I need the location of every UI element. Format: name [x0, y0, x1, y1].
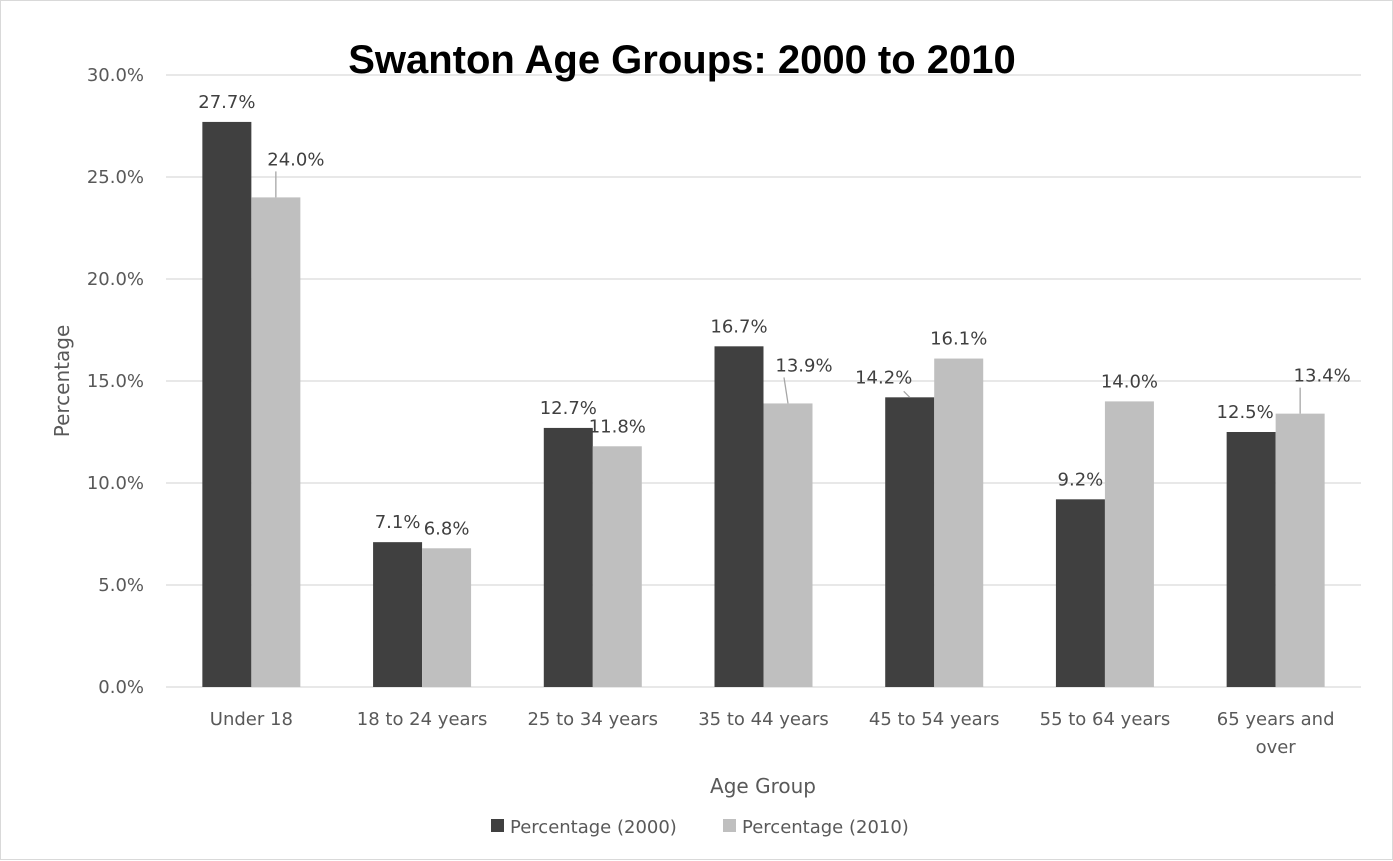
data-label: 24.0% [267, 149, 324, 170]
data-label: 14.2% [855, 367, 912, 388]
category-label: 45 to 54 years [869, 709, 1000, 730]
data-label: 12.5% [1217, 402, 1274, 423]
bar [763, 403, 813, 687]
label-leader [783, 377, 789, 404]
category-labels: Under 18 18 to 24 years 25 to 34 years 35 t… [210, 709, 1335, 758]
data-label: 7.1% [375, 512, 421, 533]
legend-swatch-2010 [723, 819, 736, 832]
y-tick-label: 0.0% [98, 677, 144, 698]
bar [422, 548, 472, 687]
y-tick-label: 5.0% [98, 575, 144, 596]
data-label: 13.9% [775, 355, 832, 376]
data-label: 9.2% [1058, 469, 1104, 490]
data-labels: 27.7% 24.0% 7.1% 6.8% 12.7%11.8% 16.7% 13.9% 14… [198, 92, 1350, 539]
bar [1104, 401, 1154, 687]
label-leaders [275, 171, 1301, 414]
bars [202, 121, 1325, 688]
category-label: over [1256, 737, 1297, 758]
data-label: 14.0% [1101, 371, 1158, 392]
data-label: 16.1% [930, 329, 987, 350]
bar [592, 446, 642, 687]
y-tick-label: 30.0% [87, 65, 144, 86]
data-label: 27.7% [198, 92, 255, 113]
bar [202, 121, 252, 688]
category-label: Under 18 [210, 709, 293, 730]
legend-label-2010: Percentage (2010) [742, 817, 909, 838]
y-tick-label: 20.0% [87, 269, 144, 290]
data-label: 16.7% [710, 316, 767, 337]
legend-label-2000: Percentage (2000) [510, 817, 677, 838]
bar [251, 197, 301, 687]
bar [934, 358, 984, 687]
category-label: 25 to 34 years [527, 709, 658, 730]
data-label: 11.8% [589, 416, 646, 437]
bar [714, 346, 764, 687]
category-label: 65 years and [1217, 709, 1335, 730]
bar [885, 397, 935, 687]
bar [543, 427, 593, 687]
legend: Percentage (2000) Percentage (2010) [491, 817, 909, 838]
legend-swatch-2000 [491, 819, 504, 832]
y-tick-label: 10.0% [87, 473, 144, 494]
y-axis-title: Percentage [50, 325, 74, 438]
y-tick-label: 15.0% [87, 371, 144, 392]
data-label: 6.8% [424, 518, 470, 539]
chart-title: Swanton Age Groups: 2000 to 2010 [348, 38, 1016, 82]
x-axis-title: Age Group [710, 774, 816, 798]
category-label: 55 to 64 years [1040, 709, 1171, 730]
bar [373, 542, 423, 687]
y-tick-labels: 0.0% 5.0% 10.0% 15.0% 20.0% 25.0% 30.0% [87, 65, 144, 698]
label-leader [903, 390, 911, 398]
category-label: 35 to 44 years [698, 709, 829, 730]
data-label: 12.7% [540, 398, 597, 419]
category-label: 18 to 24 years [357, 709, 488, 730]
bar [1275, 413, 1325, 687]
bar [1226, 432, 1276, 687]
y-tick-label: 25.0% [87, 167, 144, 188]
bar [1055, 499, 1105, 687]
data-label: 13.4% [1294, 366, 1351, 387]
